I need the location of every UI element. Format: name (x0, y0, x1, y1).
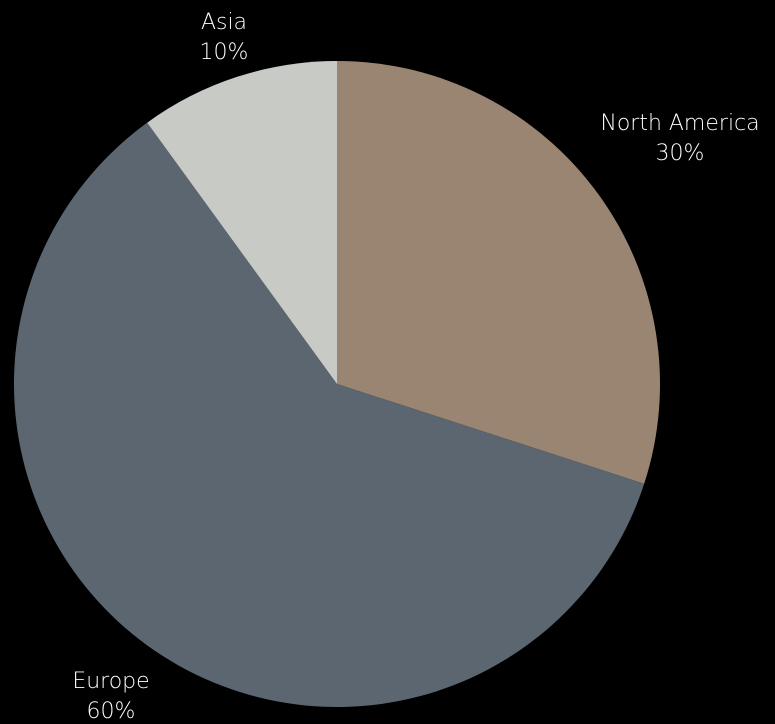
pie-slice-asia (147, 61, 337, 384)
pie-slices (13, 61, 660, 708)
slice-label-europe: Europe (72, 669, 149, 694)
pie-slice-europe (13, 122, 645, 708)
slice-value-label-asia: 10% (200, 40, 249, 65)
slice-value-label-europe: 60% (87, 699, 136, 724)
slice-label-north-america: North America (600, 111, 759, 136)
slice-label-asia: Asia (201, 10, 247, 35)
pie-labels: North America 30% Europe 60% Asia 10% (72, 10, 759, 724)
slice-value-label-north-america: 30% (656, 141, 705, 166)
pie-slice-north-america (337, 61, 660, 484)
